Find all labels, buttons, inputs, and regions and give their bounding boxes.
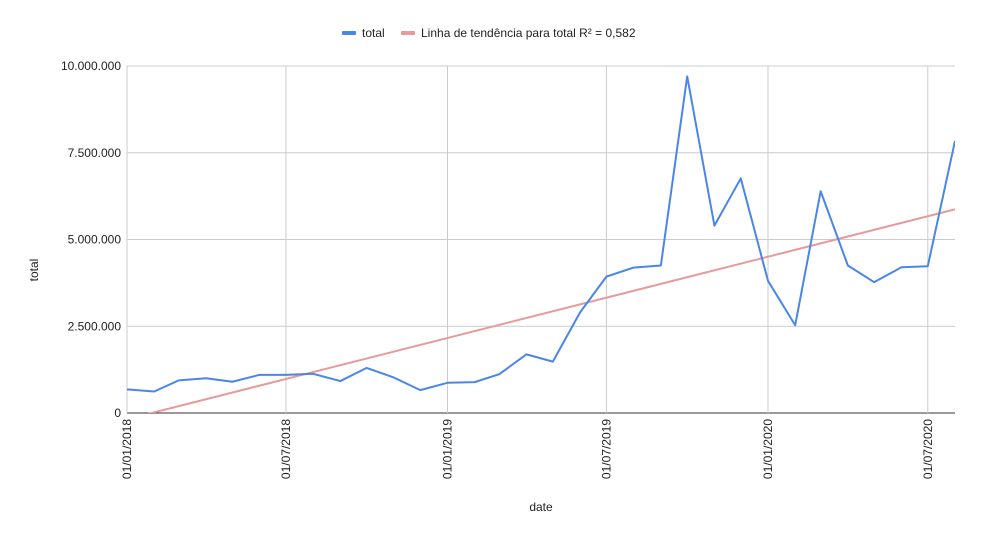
legend-swatch-total [342, 31, 356, 35]
x-tick-label: 01/07/2018 [279, 419, 293, 479]
y-axis-title: total [27, 259, 41, 282]
trendline [147, 208, 955, 413]
x-tick-label: 01/01/2019 [440, 419, 454, 479]
legend: total Linha de tendência para total R² =… [342, 26, 636, 40]
x-tick-label: 01/07/2019 [599, 419, 613, 479]
y-tick-labels: 0 2.500.000 5.000.000 7.500.000 10.000.000 [61, 59, 121, 420]
y-tick-label: 2.500.000 [68, 319, 122, 333]
y-tick-label: 10.000.000 [61, 59, 121, 73]
x-tick-label: 01/01/2018 [120, 419, 134, 479]
x-tick-label: 01/07/2020 [921, 419, 935, 479]
y-tick-label: 0 [114, 406, 121, 420]
legend-label-trendline: Linha de tendência para total R² = 0,582 [421, 26, 636, 40]
x-tick-labels: 01/01/2018 01/07/2018 01/01/2019 01/07/2019… [120, 419, 935, 479]
x-tick-label: 01/01/2020 [761, 419, 775, 479]
y-tick-label: 5.000.000 [68, 233, 122, 247]
legend-swatch-trendline [401, 31, 415, 35]
series-line-total [127, 75, 955, 393]
series-layer [127, 75, 955, 413]
legend-label-total: total [362, 26, 385, 40]
x-axis-title: date [529, 500, 553, 514]
y-tick-label: 7.500.000 [68, 146, 122, 160]
gridlines [126, 65, 955, 414]
legend-item-total: total [342, 26, 385, 40]
legend-item-trendline: Linha de tendência para total R² = 0,582 [401, 26, 636, 40]
